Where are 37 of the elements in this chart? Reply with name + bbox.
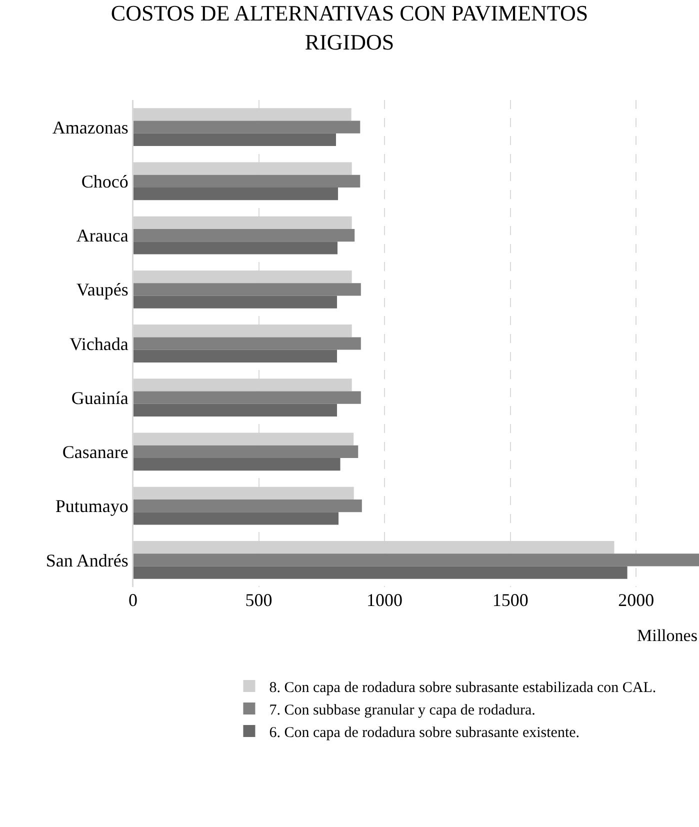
bar: [133, 554, 699, 566]
legend-label: 8. Con capa de rodadura sobre subrasante estabilizada con CAL.: [269, 680, 656, 696]
y-tick-label: Vichada: [70, 334, 128, 354]
bar: [133, 350, 338, 362]
y-tick-label: Amazonas: [52, 117, 128, 138]
x-axis-title: Millones: [637, 626, 698, 645]
bar: [133, 283, 361, 296]
legend-label: 6. Con capa de rodadura sobre subrasante existente.: [269, 724, 580, 741]
bar: [133, 566, 628, 579]
x-tick-label: 1000: [366, 590, 403, 610]
bar: [133, 187, 338, 200]
legend-label: 7. Con subbase granular y capa de rodadura.: [269, 702, 536, 718]
bar: [133, 228, 355, 242]
bar: [133, 120, 360, 134]
bar: [133, 445, 358, 458]
y-tick-label: San Andrés: [46, 550, 128, 570]
y-tick-label: Vaupés: [76, 280, 128, 300]
y-tick-label: Guainía: [71, 388, 128, 408]
bar: [133, 500, 362, 512]
bar: [133, 242, 338, 254]
bar: [133, 337, 361, 350]
bar: [133, 404, 338, 417]
bar: [133, 512, 339, 525]
bar: [133, 458, 340, 471]
bar: [133, 133, 336, 146]
y-tick-label: Putumayo: [55, 496, 128, 516]
x-tick-label: 2000: [618, 590, 654, 610]
y-tick-label: Chocó: [81, 171, 128, 192]
bar: [133, 174, 360, 188]
x-tick-label: 1500: [492, 590, 528, 610]
y-tick-label: Arauca: [76, 226, 128, 246]
bar: [133, 296, 338, 308]
chart-title: COSTOS DE ALTERNATIVAS CON PAVIMENTOS RIGIDOS: [110, 0, 588, 54]
bar: [133, 391, 361, 404]
x-tick-label: 500: [245, 590, 272, 610]
y-tick-label: Casanare: [62, 442, 128, 462]
x-tick-label: 0: [128, 590, 138, 610]
